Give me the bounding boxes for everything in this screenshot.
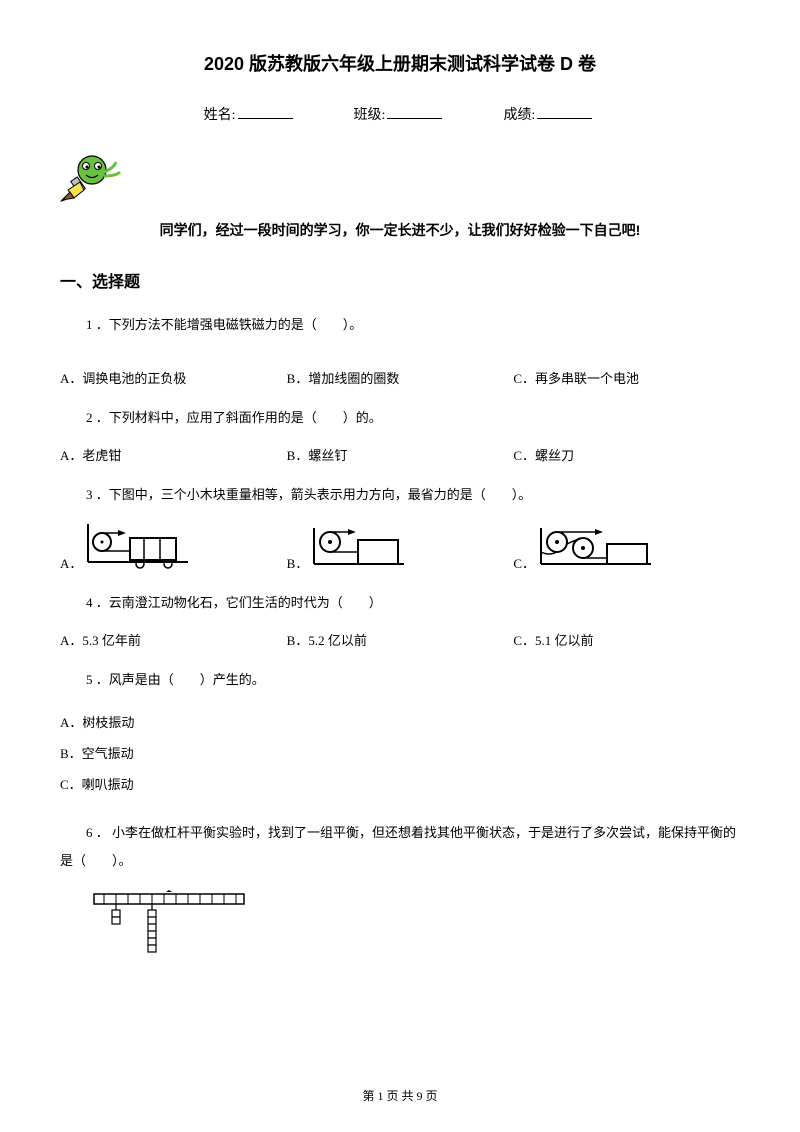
- q3-option-c: C．: [513, 526, 740, 572]
- q1-option-b: B．增加线圈的圈数: [287, 368, 514, 387]
- pencil-decoration: [60, 142, 740, 212]
- q5-option-a: A．树枝振动: [60, 707, 740, 738]
- student-info-line: 姓名: 班级: 成绩:: [60, 104, 740, 124]
- q3-diagram-c-icon: [535, 526, 655, 572]
- pencil-icon: [60, 142, 130, 207]
- section-1-title: 一、选择题: [60, 268, 740, 292]
- score-blank[interactable]: [537, 118, 592, 119]
- question-3-diagrams: A． B． C．: [60, 522, 740, 572]
- q2-option-c: C．螺丝刀: [513, 445, 740, 464]
- question-6-diagram: [90, 890, 740, 965]
- q2-option-b: B．螺丝钉: [287, 445, 514, 464]
- class-label: 班级:: [354, 108, 386, 123]
- question-2-options: A．老虎钳 B．螺丝钉 C．螺丝刀: [60, 445, 740, 464]
- q5-option-b: B．空气振动: [60, 738, 740, 769]
- q4-option-b: B．5.2 亿以前: [287, 630, 514, 649]
- question-1: 1 ．下列方法不能增强电磁铁磁力的是（ ）。: [60, 312, 740, 338]
- q2-option-a: A．老虎钳: [60, 445, 287, 464]
- score-label: 成绩:: [503, 108, 535, 123]
- question-4: 4 ．云南澄江动物化石，它们生活的时代为（ ）: [60, 590, 740, 616]
- q3-label-c: C．: [513, 553, 535, 572]
- q1-option-c: C．再多串联一个电池: [513, 352, 740, 387]
- exam-title: 2020 版苏教版六年级上册期末测试科学试卷 D 卷: [60, 50, 740, 76]
- q5-option-c: C．喇叭振动: [60, 769, 740, 800]
- page-footer: 第 1 页 共 9 页: [0, 1087, 800, 1104]
- q1-option-a: A．调换电池的正负极: [60, 368, 287, 387]
- q6-indent: 6 ．: [60, 825, 109, 840]
- question-5: 5 ．风声是由（ ）产生的。: [60, 667, 740, 693]
- q3-label-b: B．: [287, 553, 309, 572]
- balance-beam-icon: [90, 890, 250, 960]
- q3-diagram-a-icon: [82, 522, 192, 572]
- greeting-text: 同学们，经过一段时间的学习，你一定长进不少，让我们好好检验一下自己吧!: [60, 220, 740, 240]
- class-blank[interactable]: [387, 118, 442, 119]
- name-label: 姓名:: [204, 108, 236, 123]
- question-4-options: A．5.3 亿年前 B．5.2 亿以前 C．5.1 亿以前: [60, 630, 740, 649]
- q3-option-b: B．: [287, 526, 514, 572]
- q3-label-a: A．: [60, 553, 82, 572]
- q3-option-a: A．: [60, 522, 287, 572]
- name-blank[interactable]: [238, 118, 293, 119]
- question-5-options: A．树枝振动 B．空气振动 C．喇叭振动: [60, 707, 740, 801]
- question-3: 3 ．下图中，三个小木块重量相等，箭头表示用力方向，最省力的是（ ）。: [60, 482, 740, 508]
- q4-option-c: C．5.1 亿以前: [513, 630, 740, 649]
- question-2: 2 ．下列材料中，应用了斜面作用的是（ ）的。: [60, 405, 740, 431]
- question-1-options: A．调换电池的正负极 B．增加线圈的圈数 C．再多串联一个电池: [60, 352, 740, 387]
- q6-text: 小李在做杠杆平衡实验时，找到了一组平衡，但还想着找其他平衡状态，于是进行了多次尝…: [60, 825, 736, 869]
- q4-option-a: A．5.3 亿年前: [60, 630, 287, 649]
- question-6: 6 ． 小李在做杠杆平衡实验时，找到了一组平衡，但还想着找其他平衡状态，于是进行…: [60, 819, 740, 876]
- q3-diagram-b-icon: [308, 526, 408, 572]
